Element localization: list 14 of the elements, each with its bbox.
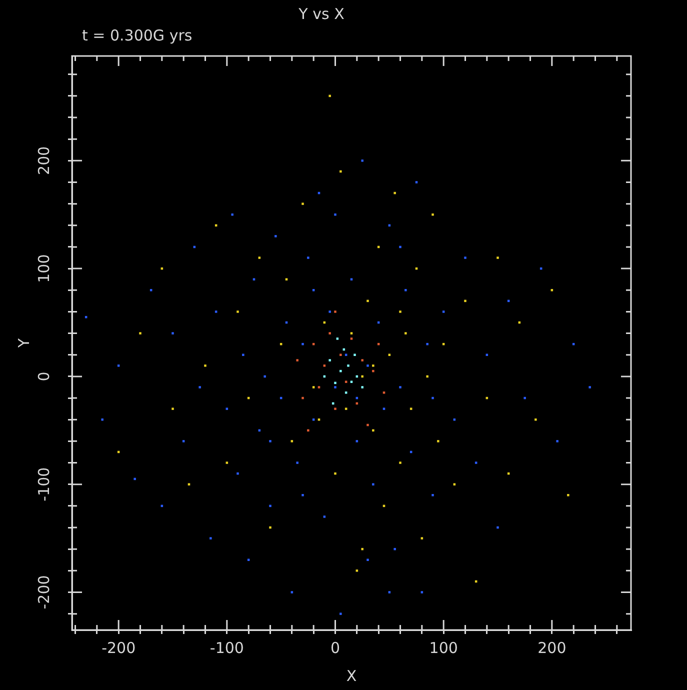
x-tick-label: 100 xyxy=(429,638,458,657)
x-tick-label: 200 xyxy=(538,638,566,657)
x-tick-label: -200 xyxy=(102,638,136,657)
x-tick-label: 0 xyxy=(330,638,340,657)
y-tick-label: 200 xyxy=(34,146,53,175)
text: t = 0.300G yrs xyxy=(82,26,192,44)
y-tick-label: -100 xyxy=(34,467,53,502)
y-tick-label: 100 xyxy=(34,254,53,283)
y-tick-label: -200 xyxy=(34,575,53,610)
y-tick-label: 0 xyxy=(34,372,53,382)
x-axis-title: X xyxy=(346,666,357,685)
chart-title: Y vs X xyxy=(298,4,344,23)
y-axis-title: Y xyxy=(14,338,33,349)
x-tick-label: -100 xyxy=(210,638,244,657)
